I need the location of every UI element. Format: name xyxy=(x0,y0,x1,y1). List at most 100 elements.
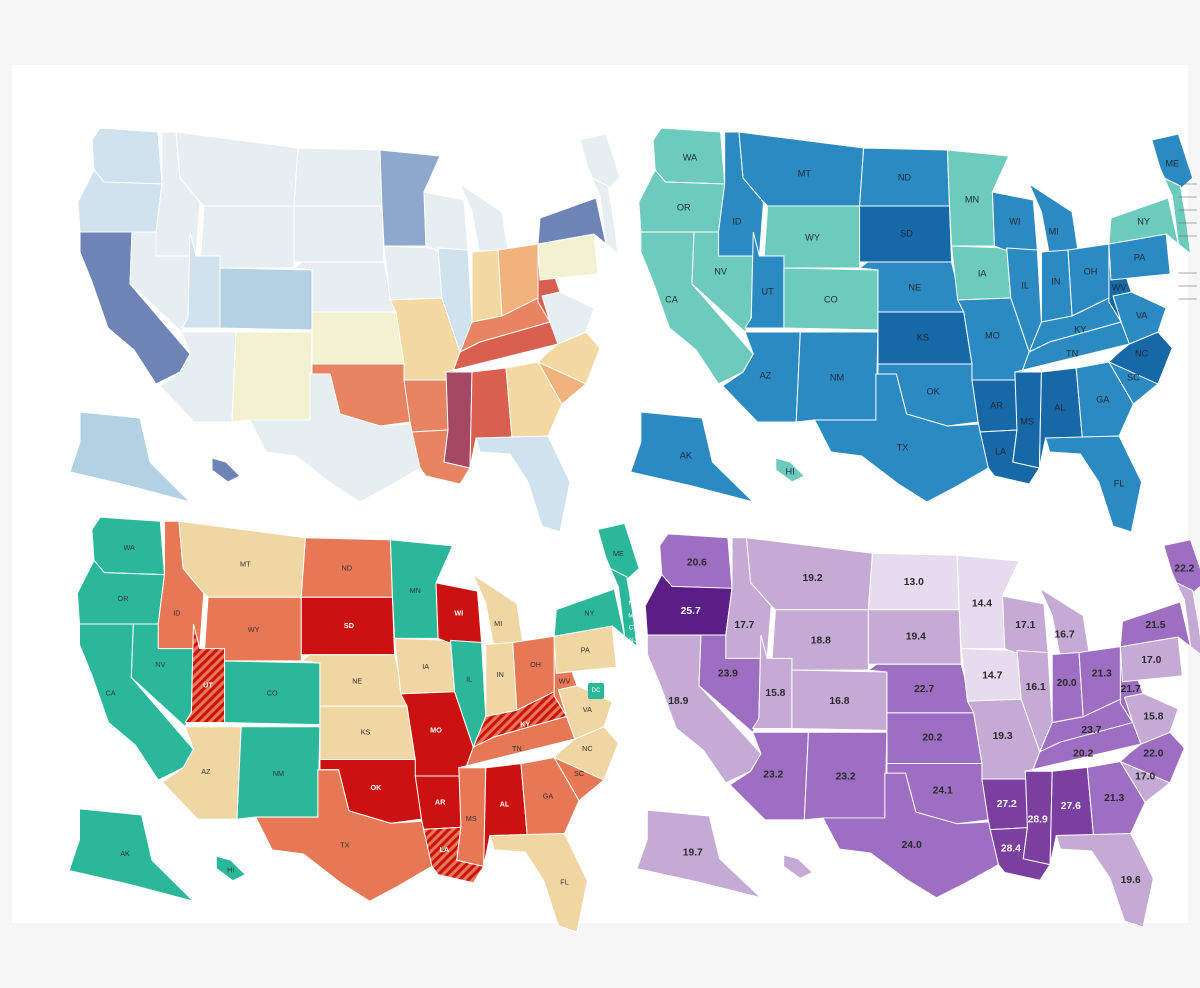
map-b-state-tx xyxy=(813,373,989,503)
map-a-state-ms xyxy=(443,371,473,469)
map-a-state-sd xyxy=(293,205,385,263)
map-b-label-or: OR xyxy=(677,202,691,212)
map-c-label-wi: WI xyxy=(454,609,463,618)
map-d-value-ca: 18.9 xyxy=(668,696,689,707)
map-c-state-in xyxy=(485,641,518,718)
map-b-label-ok: OK xyxy=(927,386,940,396)
map-d-value-ne: 22.7 xyxy=(914,684,935,695)
map-b-label-mn: MN xyxy=(965,194,979,204)
map-d-state-ny xyxy=(1119,601,1192,648)
map-d-value-tx: 24.0 xyxy=(902,840,923,851)
map-d-value-or: 25.7 xyxy=(681,606,702,617)
map-b-label-co: CO xyxy=(824,294,838,304)
map-c-label-al: AL xyxy=(500,800,510,809)
map-c-label-ca: CA xyxy=(106,689,116,698)
map-d-value-ak: 19.7 xyxy=(683,848,704,859)
map-a-state-mt xyxy=(175,131,299,207)
map-c-label-ks: KS xyxy=(361,728,371,737)
map-d-value-wy: 18.8 xyxy=(811,636,832,647)
map-b-label-al: AL xyxy=(1054,402,1065,412)
map-d-value-fl: 19.6 xyxy=(1121,875,1142,886)
map-c-state-hi xyxy=(215,855,247,882)
map-b-label-me: ME xyxy=(1165,158,1179,168)
map-c-label-wy: WY xyxy=(248,625,260,634)
map-c-label-il: IL xyxy=(466,674,472,683)
map-c-svg: WA OR CA NV ID MT WY UT AZ CO NM ND SD NE KS OK TX MN IA MO… xyxy=(68,516,640,933)
map-c-state-ny xyxy=(553,588,626,638)
map-d-value-nm: 23.2 xyxy=(836,772,857,783)
map-c-label-ne: NE xyxy=(352,676,362,685)
map-b-label-oh: OH xyxy=(1084,266,1098,276)
map-d-value-sc: 17.0 xyxy=(1135,772,1156,783)
map-a-state-nd xyxy=(293,147,383,207)
map-c-label-wa: WA xyxy=(123,543,135,552)
map-a-state-wi xyxy=(423,191,469,251)
map-panel-c: WA OR CA NV ID MT WY UT AZ CO NM ND SD NE KS OK TX MN IA MO… xyxy=(38,511,640,933)
map-b-label-nv: NV xyxy=(714,266,728,276)
map-c-state-ga xyxy=(520,756,580,837)
map-c-label-ky: KY xyxy=(520,720,530,729)
dc-badge: DC xyxy=(588,683,604,699)
map-b-label-hi: HI xyxy=(785,466,794,476)
map-d-value-ia: 14.7 xyxy=(982,671,1003,682)
map-c-label-nm: NM xyxy=(273,769,284,778)
map-b-label-sc: SC xyxy=(1127,372,1140,382)
map-d-value-wa: 20.6 xyxy=(687,558,708,569)
map-a-state-ks xyxy=(311,311,405,365)
map-d-value-ks: 20.2 xyxy=(922,733,943,744)
map-c-label-tx: TX xyxy=(340,841,349,850)
map-b-label-mo: MO xyxy=(985,330,1000,340)
map-b-label-ky: KY xyxy=(1074,324,1086,334)
map-c-state-ne6 xyxy=(609,567,638,648)
map-b-label-wy: WY xyxy=(805,232,820,242)
map-d-value-nc: 22.0 xyxy=(1143,749,1164,760)
map-a-svg xyxy=(69,127,621,533)
map-c-state-tx xyxy=(254,769,433,902)
map-c-label-ak: AK xyxy=(120,849,130,858)
map-c-state-fl xyxy=(489,832,588,933)
map-d-value-pa: 17.0 xyxy=(1141,655,1162,666)
map-d-value-ga: 21.3 xyxy=(1104,793,1125,804)
map-d-state-me xyxy=(1163,539,1200,601)
map-b-state-ne6 xyxy=(1163,176,1192,256)
map-panel-d: 20.6 25.7 18.9 23.9 17.7 19.2 18.8 15.8 23.2 16.8… xyxy=(606,528,1200,928)
map-c-ne-label-nj: NJ xyxy=(629,637,637,644)
map-a-state-in xyxy=(471,249,503,323)
map-b-label-ks: KS xyxy=(917,332,929,342)
map-d-value-va: 15.8 xyxy=(1143,712,1164,723)
map-d-state-ne6 xyxy=(1175,581,1200,655)
map-b-label-ms: MS xyxy=(1020,416,1034,426)
map-c-label-az: AZ xyxy=(201,767,211,776)
map-d-state-ga xyxy=(1086,760,1146,836)
map-c-label-hi: HI xyxy=(227,865,234,874)
map-b-label-sd: SD xyxy=(900,228,913,238)
map-d-value-mi: 16.7 xyxy=(1055,630,1076,641)
map-b-label-wa: WA xyxy=(683,152,698,162)
map-d-value-il: 16.1 xyxy=(1026,682,1047,693)
map-c-label-nd: ND xyxy=(342,563,352,572)
map-a-state-nm xyxy=(231,331,313,423)
map-a-state-ne6 xyxy=(590,176,619,256)
map-a-state-ny xyxy=(537,197,607,246)
map-b-label-ar: AR xyxy=(990,400,1003,410)
map-c-label-sc: SC xyxy=(574,769,584,778)
map-c-label-pa: PA xyxy=(581,646,590,655)
map-b-state-ak xyxy=(629,411,755,503)
map-c-label-in: IN xyxy=(497,670,504,679)
map-d-value-la: 28.4 xyxy=(1001,844,1022,855)
map-d-value-ms: 28.9 xyxy=(1028,815,1049,826)
map-c-state-ak xyxy=(68,808,196,903)
map-b-label-wv: WV xyxy=(1112,282,1128,292)
map-a-state-hi xyxy=(211,457,241,483)
map-c-state-me xyxy=(597,522,640,588)
map-c-label-mi: MI xyxy=(494,619,502,628)
map-b-state-ny xyxy=(1108,197,1180,246)
map-d-value-mo: 19.3 xyxy=(993,731,1014,742)
map-c-label-me: ME xyxy=(613,549,624,558)
map-b-label-tx: TX xyxy=(897,442,909,452)
map-d-value-ny: 21.5 xyxy=(1145,620,1166,631)
map-c-label-id: ID xyxy=(173,609,180,618)
map-b-state-hi xyxy=(775,457,806,483)
map-c-label-ms: MS xyxy=(466,814,477,823)
map-c-label-nv: NV xyxy=(155,660,165,669)
